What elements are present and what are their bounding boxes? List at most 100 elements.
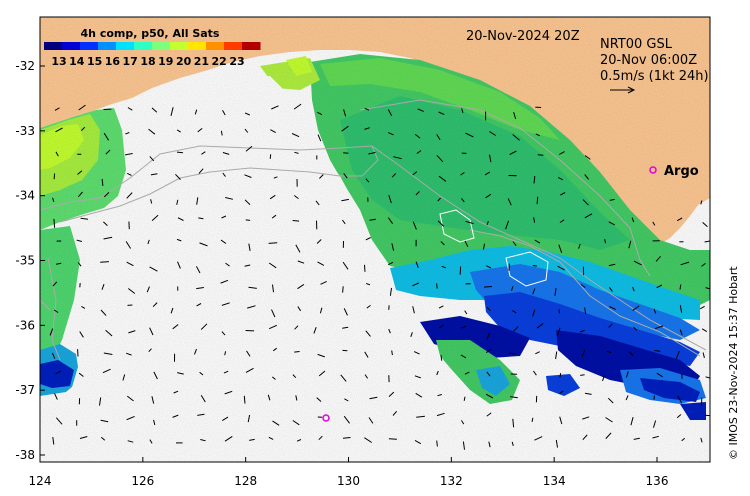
current-vector [150, 173, 158, 176]
current-vector [513, 326, 519, 332]
current-vector [625, 371, 629, 378]
current-vector [555, 351, 558, 360]
current-vector [296, 439, 302, 442]
sst-field [40, 17, 710, 462]
current-vector [194, 109, 198, 115]
current-vector [654, 325, 664, 330]
current-vector [536, 196, 539, 205]
current-vector [224, 351, 227, 356]
current-vector [554, 288, 557, 296]
current-vector [437, 394, 442, 397]
current-vector [439, 324, 444, 329]
current-vector [79, 331, 84, 338]
current-vector [81, 305, 86, 309]
current-vector [558, 309, 561, 314]
colorbar: 4h comp, p50, All Sats 13 14 15 16 17 18 19 20 2… [44, 27, 261, 68]
current-vector [605, 417, 613, 423]
current-vector [628, 240, 632, 249]
current-vector [365, 237, 371, 241]
current-vector [437, 220, 445, 227]
current-vector [412, 282, 420, 287]
current-vector [559, 219, 565, 223]
current-vector [489, 154, 492, 163]
current-vector [461, 108, 464, 113]
colorbar-tick-label: 13 [51, 55, 66, 68]
current-vector [297, 283, 305, 290]
current-vector [460, 171, 465, 176]
current-vector [198, 217, 204, 220]
current-vector [224, 390, 233, 395]
current-vector [364, 437, 372, 443]
current-vector [608, 323, 613, 328]
current-vector [412, 171, 418, 176]
current-vector [460, 354, 467, 359]
colorbar-swatch [80, 42, 99, 50]
current-vector [578, 243, 581, 249]
current-vector [629, 351, 634, 356]
current-vector [245, 219, 251, 221]
current-vector [461, 198, 465, 203]
current-vector [200, 323, 208, 330]
current-vectors [49, 103, 710, 450]
current-vector [580, 374, 585, 376]
colorbar-swatch [134, 42, 153, 50]
argo-float-marker[interactable] [649, 166, 657, 174]
colorbar-swatch [152, 42, 171, 50]
current-vector [512, 241, 517, 247]
current-vector [388, 328, 391, 334]
current-vector [198, 168, 204, 174]
y-tick-label: -37 [15, 383, 35, 397]
current-vector [415, 261, 419, 268]
current-vector [559, 192, 566, 196]
current-vector [55, 127, 63, 133]
current-vector [317, 134, 322, 142]
current-vector [486, 306, 491, 312]
current-vector [555, 439, 558, 448]
current-vector [602, 375, 605, 382]
current-vector [78, 104, 86, 111]
current-vector [177, 372, 184, 375]
current-vector [199, 242, 208, 247]
current-vector [364, 127, 370, 130]
current-vector [559, 390, 564, 395]
x-tick-label: 128 [234, 474, 257, 488]
current-vector [365, 330, 371, 337]
current-vector [272, 420, 280, 426]
current-vector [414, 375, 421, 379]
current-vector [605, 432, 612, 439]
current-vector [317, 353, 325, 358]
current-vector [531, 417, 534, 423]
current-vector [679, 284, 682, 290]
current-vector [222, 416, 229, 422]
current-vector [507, 198, 512, 206]
argo-label: Argo [664, 164, 699, 179]
argo-float-marker-south[interactable] [322, 414, 330, 422]
colorbar-tick-label: 19 [158, 55, 173, 68]
current-vector [292, 420, 300, 426]
current-vector [78, 372, 84, 377]
colorbar-title: 4h comp, p50, All Sats [81, 27, 220, 40]
current-vector [249, 438, 255, 441]
current-vector [126, 395, 134, 402]
current-vector [293, 103, 302, 110]
current-vector [534, 436, 543, 441]
current-vector [485, 193, 492, 199]
current-vector [510, 396, 518, 399]
current-vector [151, 396, 155, 404]
current-vector [416, 150, 422, 154]
current-vector [127, 440, 134, 443]
current-vector [244, 112, 251, 116]
current-vector [633, 260, 642, 266]
current-vector [341, 219, 346, 225]
current-vector [440, 354, 443, 361]
current-vector [511, 441, 514, 447]
current-vector [297, 306, 302, 312]
current-vector [465, 220, 474, 225]
current-vector [343, 152, 349, 154]
current-vector [582, 416, 590, 420]
product-label-line2: 20-Nov 06:00Z [600, 53, 697, 68]
current-vector [271, 309, 276, 318]
current-vector [410, 332, 413, 337]
current-vector [100, 436, 106, 441]
current-vector [100, 309, 107, 316]
